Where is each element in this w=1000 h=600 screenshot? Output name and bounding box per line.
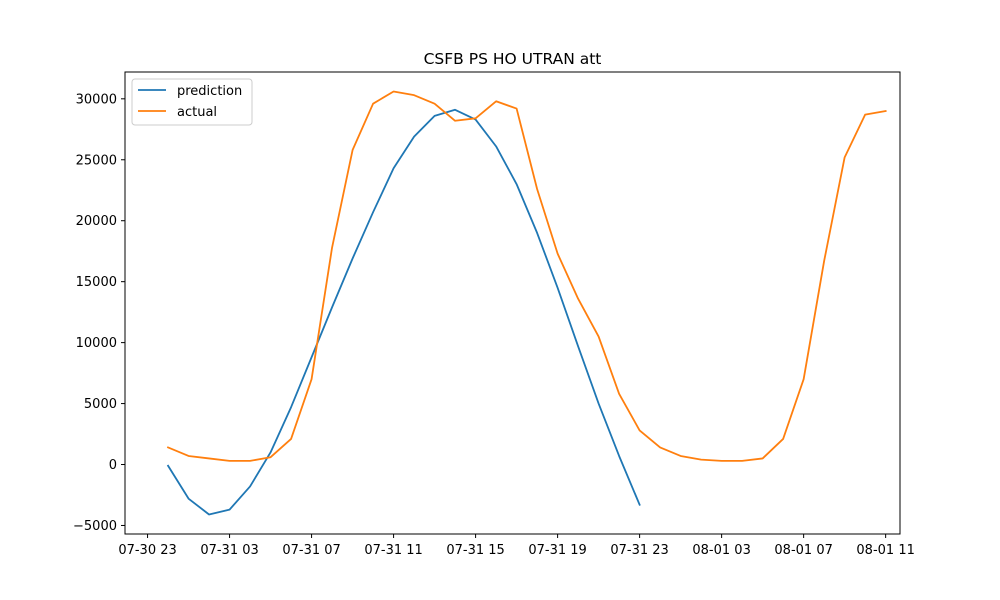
legend-label-actual: actual xyxy=(177,105,217,120)
x-tick-label: 07-31 19 xyxy=(528,543,586,558)
legend-label-prediction: prediction xyxy=(177,84,242,99)
x-tick-label: 07-31 11 xyxy=(364,543,422,558)
x-tick-label: 08-01 11 xyxy=(856,543,914,558)
y-axis: −5000 0 5000 10000 15000 20000 25000 30000 xyxy=(73,92,125,534)
plot-area-frame xyxy=(124,71,901,535)
x-tick-label: 07-31 23 xyxy=(610,543,668,558)
series-line-prediction xyxy=(166,108,641,516)
y-tick-label: 10000 xyxy=(76,336,117,351)
x-tick-label: 07-31 07 xyxy=(282,543,340,558)
y-tick-label: 5000 xyxy=(84,397,117,412)
series-line-actual xyxy=(166,90,887,462)
y-tick-label: 0 xyxy=(109,458,117,473)
x-tick-label: 07-31 15 xyxy=(446,543,504,558)
x-axis: 07-30 23 07-31 03 07-31 07 07-31 11 07-31 15… xyxy=(118,534,915,558)
y-tick-label: −5000 xyxy=(73,519,117,534)
x-tick-label: 07-31 03 xyxy=(200,543,258,558)
y-tick-label: 20000 xyxy=(76,214,117,229)
x-tick-label: 07-30 23 xyxy=(118,543,176,558)
y-tick-label: 30000 xyxy=(76,92,117,107)
y-tick-label: 25000 xyxy=(76,153,117,168)
chart-title: CSFB PS HO UTRAN att xyxy=(424,50,602,68)
legend: prediction actual xyxy=(131,78,253,126)
x-tick-label: 08-01 07 xyxy=(774,543,832,558)
series-layer xyxy=(166,90,887,516)
x-tick-label: 08-01 03 xyxy=(692,543,750,558)
y-tick-label: 15000 xyxy=(76,275,117,290)
